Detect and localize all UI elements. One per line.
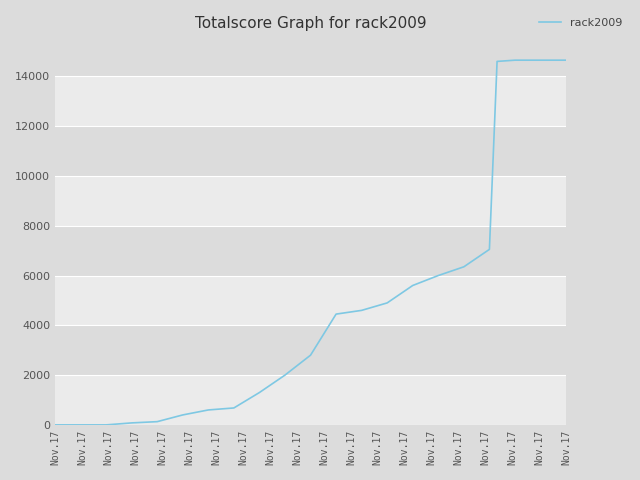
- rack2009: [383, 300, 391, 306]
- Bar: [55, 126, 566, 176]
- Bar: [55, 226, 566, 276]
- Bar: [55, 39, 566, 76]
- rack2009: [102, 422, 110, 428]
- Bar: [55, 276, 566, 325]
- rack2009: [77, 422, 84, 428]
- rack2009: [154, 419, 161, 424]
- rack2009: [562, 57, 570, 63]
- rack2009: [460, 264, 468, 270]
- rack2009: [128, 420, 136, 426]
- rack2009: [281, 372, 289, 378]
- rack2009: [358, 308, 365, 313]
- rack2009: [204, 407, 212, 413]
- Bar: [55, 76, 566, 126]
- rack2009: [486, 247, 493, 252]
- rack2009: [230, 405, 237, 411]
- rack2009: [537, 57, 545, 63]
- rack2009: [493, 59, 501, 64]
- rack2009: [51, 422, 59, 428]
- rack2009: [179, 412, 187, 418]
- rack2009: [435, 273, 442, 278]
- rack2009: [409, 283, 417, 288]
- Title: Totalscore Graph for rack2009: Totalscore Graph for rack2009: [195, 16, 426, 31]
- rack2009: [332, 311, 340, 317]
- Bar: [55, 375, 566, 425]
- rack2009: [511, 57, 519, 63]
- rack2009: [255, 390, 263, 396]
- Bar: [55, 176, 566, 226]
- Legend: rack2009: rack2009: [534, 14, 627, 33]
- rack2009: [307, 352, 314, 358]
- Bar: [55, 325, 566, 375]
- Line: rack2009: rack2009: [55, 60, 566, 425]
